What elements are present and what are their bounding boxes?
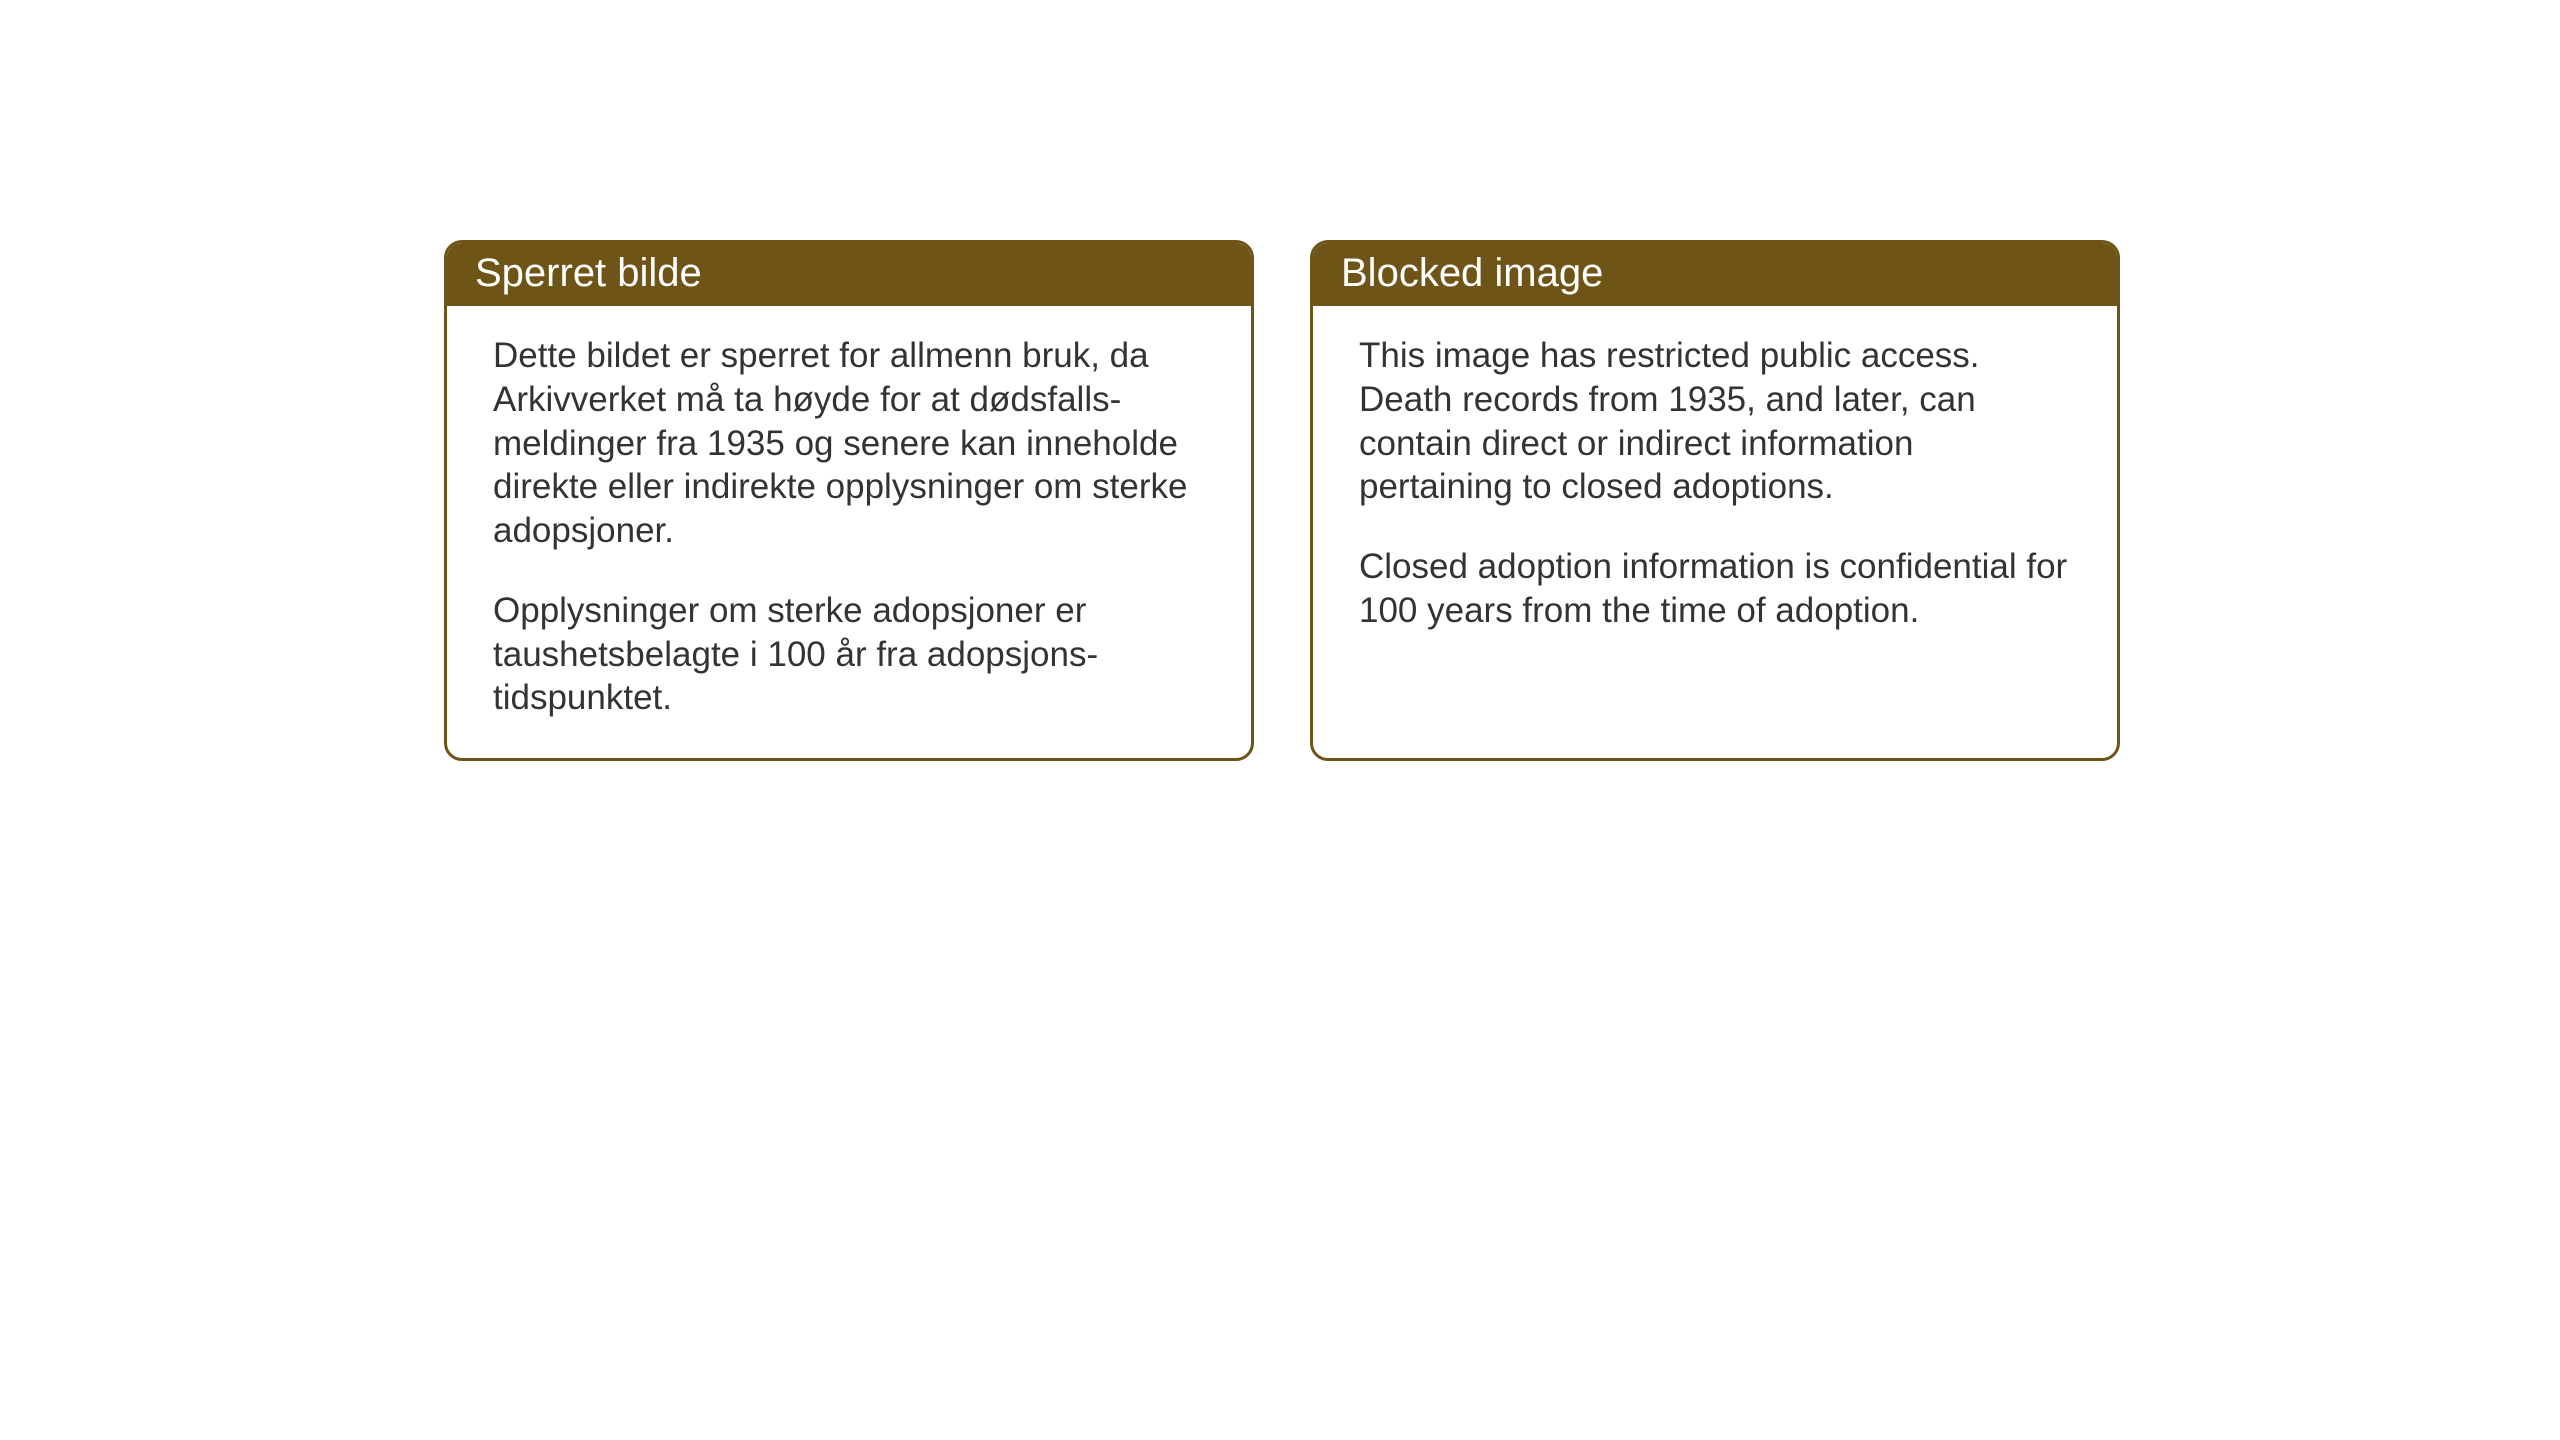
notice-paragraph-2-norwegian: Opplysninger om sterke adopsjoner er tau… [493,589,1205,720]
notice-header-norwegian: Sperret bilde [447,243,1251,306]
notice-paragraph-2-english: Closed adoption information is confident… [1359,545,2071,633]
notice-card-norwegian: Sperret bilde Dette bildet er sperret fo… [444,240,1254,761]
notice-paragraph-1-norwegian: Dette bildet er sperret for allmenn bruk… [493,334,1205,553]
notice-paragraph-1-english: This image has restricted public access.… [1359,334,2071,509]
notice-header-english: Blocked image [1313,243,2117,306]
notice-title-english: Blocked image [1341,251,1603,295]
notice-body-english: This image has restricted public access.… [1313,306,2117,671]
notice-title-norwegian: Sperret bilde [475,251,702,295]
notice-body-norwegian: Dette bildet er sperret for allmenn bruk… [447,306,1251,758]
notice-card-english: Blocked image This image has restricted … [1310,240,2120,761]
notice-container: Sperret bilde Dette bildet er sperret fo… [444,240,2120,761]
